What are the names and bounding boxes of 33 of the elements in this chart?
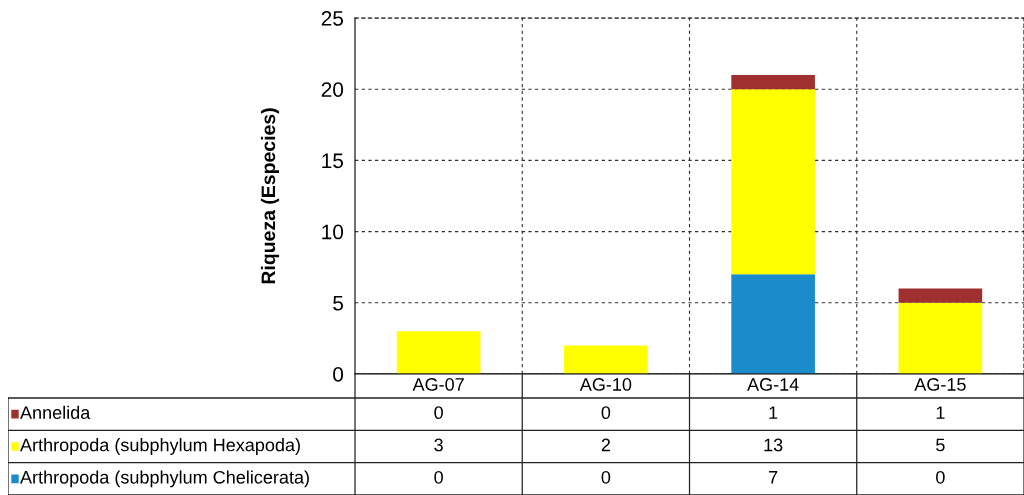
- x-tick-label: AG-07: [412, 378, 464, 391]
- legend-label: Annelida: [20, 405, 91, 420]
- data-label: 0: [601, 406, 611, 420]
- bar: [731, 74, 815, 90]
- bar: [396, 331, 481, 374]
- data-label: 1: [769, 406, 778, 419]
- x-tick-label: AG-10: [579, 378, 632, 391]
- y-tick-label: 25: [321, 11, 344, 26]
- y-tick-label: 5: [333, 296, 344, 311]
- data-label: 13: [764, 438, 783, 452]
- x-tick-label: AG-15: [914, 378, 966, 391]
- data-label: 0: [434, 470, 443, 484]
- y-tick-label: 15: [322, 153, 344, 169]
- data-label: 0: [936, 470, 945, 484]
- bar: [898, 302, 983, 374]
- bar: [564, 345, 648, 374]
- data-label: 1: [936, 406, 945, 419]
- legend-label: Arthropoda (subphylum Chelicerata): [20, 470, 309, 488]
- data-label: 5: [936, 438, 945, 452]
- bar: [898, 288, 983, 303]
- y-tick-label: 10: [322, 224, 344, 240]
- y-axis-title: Riqueza (Especies): [260, 108, 280, 284]
- bar: [731, 89, 815, 275]
- bar: [731, 274, 815, 374]
- data-label: 3: [434, 438, 443, 452]
- y-tick-label: 20: [321, 82, 344, 97]
- data-label: 0: [434, 406, 443, 420]
- data-label: 2: [601, 438, 610, 452]
- legend-label: Arthropoda (subphylum Hexapoda): [20, 438, 300, 455]
- data-label: 7: [769, 471, 778, 484]
- data-label: 0: [601, 470, 611, 484]
- y-tick-label: 0: [333, 367, 344, 382]
- x-tick-label: AG-14: [747, 378, 799, 391]
